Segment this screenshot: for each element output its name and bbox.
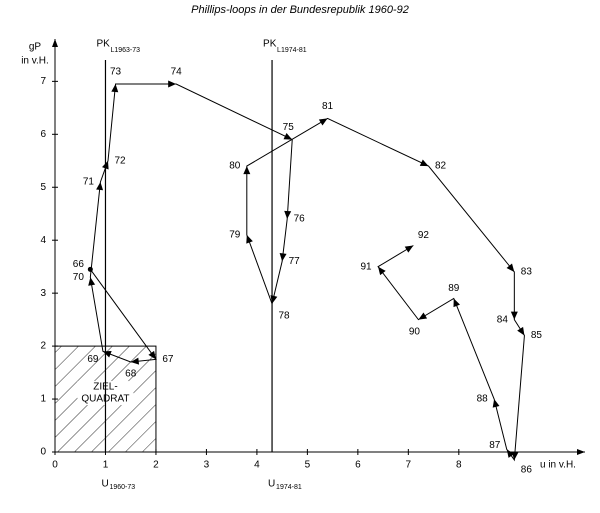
point-label: 67 xyxy=(162,354,174,365)
point-arrow xyxy=(506,449,515,458)
y-tick-label: 3 xyxy=(40,288,46,299)
point-arrow xyxy=(453,298,460,308)
point-arrow xyxy=(102,350,112,358)
point-arrow xyxy=(404,245,414,253)
x-tick-label: 1 xyxy=(103,460,109,471)
point-arrow xyxy=(111,84,119,93)
point-label: 84 xyxy=(497,314,509,325)
reference-foot-sub: 1960-73 xyxy=(109,484,135,491)
point-arrow xyxy=(130,357,140,365)
point-label: 74 xyxy=(171,67,183,78)
point-arrow xyxy=(270,295,278,304)
y-tick-label: 2 xyxy=(40,341,46,352)
x-tick-label: 3 xyxy=(204,460,210,471)
point-arrow xyxy=(283,132,293,140)
point-arrow xyxy=(506,263,515,272)
point-label: 83 xyxy=(521,267,533,278)
reference-label: PK xyxy=(263,39,277,50)
y-tick-label: 1 xyxy=(40,394,46,405)
y-axis-arrow xyxy=(52,39,58,47)
point-arrow xyxy=(284,210,292,220)
point-arrow xyxy=(243,166,251,175)
x-tick-label: 2 xyxy=(153,460,159,471)
y-axis-label: gP xyxy=(29,42,42,53)
reference-label: PK xyxy=(96,39,110,50)
point-label: 70 xyxy=(73,272,85,283)
y-tick-label: 4 xyxy=(40,235,46,246)
x-tick-label: 5 xyxy=(305,460,311,471)
point-label: 82 xyxy=(435,161,447,172)
point-arrow xyxy=(96,181,104,191)
point-label: 89 xyxy=(448,283,460,294)
x-tick-label: 6 xyxy=(355,460,361,471)
point-arrow xyxy=(419,159,429,167)
point-label: 72 xyxy=(114,155,126,166)
point-arrow xyxy=(246,234,253,244)
point-label: 68 xyxy=(125,369,137,380)
point-arrow xyxy=(510,311,518,320)
point-arrow xyxy=(492,399,500,408)
point-arrow xyxy=(102,160,109,170)
point-label: 88 xyxy=(477,394,489,405)
chart-title: Phillips-loops in der Bundesrepublik 196… xyxy=(191,4,409,16)
loop-line xyxy=(89,83,525,462)
y-tick-label: 7 xyxy=(40,76,46,87)
point-arrow xyxy=(378,266,386,276)
point-label: 76 xyxy=(294,214,306,225)
reference-label-sub: L1974-81 xyxy=(277,47,307,54)
x-tick-label: 8 xyxy=(456,460,462,471)
y-tick-label: 0 xyxy=(40,447,46,458)
x-tick-label: 0 xyxy=(52,460,58,471)
point-arrow xyxy=(517,326,525,336)
reference-label-sub: L1963-73 xyxy=(110,47,140,54)
point-label: 69 xyxy=(87,354,99,365)
point-label: 90 xyxy=(409,326,421,337)
point-arrow xyxy=(279,253,287,262)
point-label: 80 xyxy=(229,161,241,172)
point-label: 75 xyxy=(283,122,295,133)
reference-foot-sub: 1974-81 xyxy=(276,484,302,491)
point-arrow xyxy=(318,118,328,126)
point-label: 85 xyxy=(531,330,543,341)
point-arrow xyxy=(418,312,428,320)
point-label: 92 xyxy=(418,230,430,241)
x-tick-label: 7 xyxy=(406,460,412,471)
point-label: 77 xyxy=(289,256,301,267)
point-label: 91 xyxy=(360,261,372,272)
reference-foot: U xyxy=(101,479,108,490)
y-tick-label: 6 xyxy=(40,129,46,140)
x-axis-arrow xyxy=(577,449,585,455)
y-tick-label: 5 xyxy=(40,182,46,193)
point-label: 78 xyxy=(278,310,290,321)
point-label: 79 xyxy=(229,230,241,241)
point-label: 86 xyxy=(521,465,533,476)
y-axis-unit: in v.H. xyxy=(21,56,49,67)
point-label: 71 xyxy=(83,177,95,188)
point xyxy=(87,266,93,272)
x-tick-label: 4 xyxy=(254,460,260,471)
point-label: 87 xyxy=(489,440,501,451)
point-label: 66 xyxy=(73,259,85,270)
point-arrow xyxy=(168,80,177,88)
point-label: 73 xyxy=(110,67,122,78)
point-label: 81 xyxy=(322,101,334,112)
reference-foot: U xyxy=(268,479,275,490)
point-arrow xyxy=(88,277,96,286)
point-arrow xyxy=(148,350,156,360)
x-axis-label: u in v.H. xyxy=(540,460,576,471)
